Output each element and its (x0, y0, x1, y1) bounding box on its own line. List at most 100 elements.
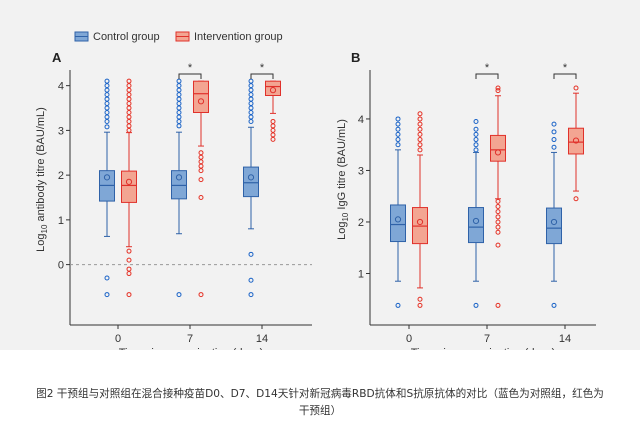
y-tick-label: 0 (58, 260, 64, 272)
box-mean (125, 178, 133, 185)
outlier-point (551, 137, 557, 143)
outlier-point (417, 126, 423, 132)
legend-intervention-label: Intervention group (194, 31, 283, 43)
y-axis-title-suffix: antibody titre (BAU/mL) (35, 107, 47, 224)
outlier-point (473, 147, 479, 153)
outlier-point (126, 127, 132, 133)
outlier-point (551, 121, 557, 127)
box-mean (550, 218, 558, 226)
control-box (390, 116, 406, 308)
box-mean (494, 149, 502, 156)
outlier-point (104, 87, 110, 93)
y-tick-label: 4 (58, 81, 64, 93)
box-iqr (568, 127, 584, 155)
box-iqr (468, 207, 484, 244)
control-box (99, 78, 115, 298)
outlier-point (248, 118, 254, 124)
outlier-point (395, 302, 401, 308)
outlier-point (495, 204, 501, 210)
outlier-point (417, 131, 423, 137)
outlier-point (198, 168, 204, 174)
y-axis-title: Log10 antibody titre (BAU/mL) (35, 107, 49, 252)
significance-star: * (260, 62, 265, 74)
outlier-point (270, 123, 276, 129)
outlier-point (270, 118, 276, 124)
control-box (243, 78, 259, 298)
outlier-point (104, 114, 110, 120)
y-axis-title-prefix: Log (336, 222, 348, 240)
box-mean (175, 174, 183, 181)
outlier-point (126, 271, 132, 277)
outlier-point (198, 177, 204, 183)
outlier-point (495, 198, 501, 204)
outlier-point (417, 111, 423, 117)
outlier-point (473, 131, 479, 137)
legend: Control group Intervention group (74, 31, 283, 43)
outlier-point (473, 302, 479, 308)
significance-bracket (475, 73, 499, 79)
outlier-point (126, 118, 132, 124)
outlier-point (551, 144, 557, 150)
y-tick-label: 2 (58, 170, 64, 182)
y-tick-label: 1 (358, 268, 364, 280)
box-iqr (546, 207, 562, 245)
control-box (546, 121, 562, 308)
outlier-point (104, 124, 110, 130)
outlier-point (495, 88, 501, 94)
outlier-point (395, 126, 401, 132)
outlier-point (551, 302, 557, 308)
outlier-point (104, 105, 110, 111)
panel-b-label: B (351, 50, 360, 65)
outlier-point (417, 116, 423, 122)
outlier-point (551, 129, 557, 135)
box-mean (103, 174, 111, 181)
outlier-point (395, 137, 401, 143)
outlier-point (495, 209, 501, 215)
y-tick-label: 4 (358, 114, 364, 126)
outlier-point (126, 105, 132, 111)
intervention-box (265, 80, 281, 142)
outlier-point (248, 292, 254, 298)
outlier-point (176, 96, 182, 102)
outlier-point (176, 118, 182, 124)
box-mean (472, 217, 480, 225)
control-box (171, 78, 187, 298)
outlier-point (176, 105, 182, 111)
intervention-box (490, 85, 506, 308)
outlier-point (495, 229, 501, 235)
outlier-point (395, 121, 401, 127)
outlier-point (176, 114, 182, 120)
outlier-point (104, 83, 110, 89)
figure-caption: 图2 干预组与对照组在混合接种疫苗D0、D7、D14天针对新冠病毒RBD抗体和S… (0, 386, 640, 420)
outlier-point (417, 121, 423, 127)
outlier-point (176, 92, 182, 98)
outlier-point (176, 292, 182, 298)
box-mean (394, 216, 402, 223)
significance-star: * (485, 62, 490, 74)
y-axis-title-suffix: IgG titre (BAU/mL) (336, 119, 348, 213)
box-iqr (121, 170, 137, 203)
control-box (468, 119, 484, 308)
outlier-point (126, 110, 132, 115)
outlier-point (473, 137, 479, 143)
outlier-point (573, 85, 579, 91)
outlier-point (248, 83, 254, 89)
outlier-point (198, 150, 204, 156)
box-mean (269, 87, 277, 94)
outlier-point (417, 137, 423, 143)
outlier-point (270, 127, 276, 133)
box-iqr (193, 80, 209, 114)
outlier-point (104, 292, 110, 298)
outlier-point (248, 251, 254, 257)
outlier-point (270, 132, 276, 138)
x-tick-label: 0 (406, 333, 412, 345)
significance-bracket (553, 73, 577, 79)
outlier-point (126, 292, 132, 298)
chart-svg: Control group Intervention group A B 0 1 2… (35, 31, 596, 359)
y-axis-title: Log10 IgG titre (BAU/mL) (336, 119, 350, 240)
y-tick-label: 1 (58, 215, 64, 227)
x-tick-label: 14 (256, 333, 268, 345)
x-tick-label: 0 (115, 333, 121, 345)
outlier-point (198, 159, 204, 165)
box-mean (247, 174, 255, 181)
